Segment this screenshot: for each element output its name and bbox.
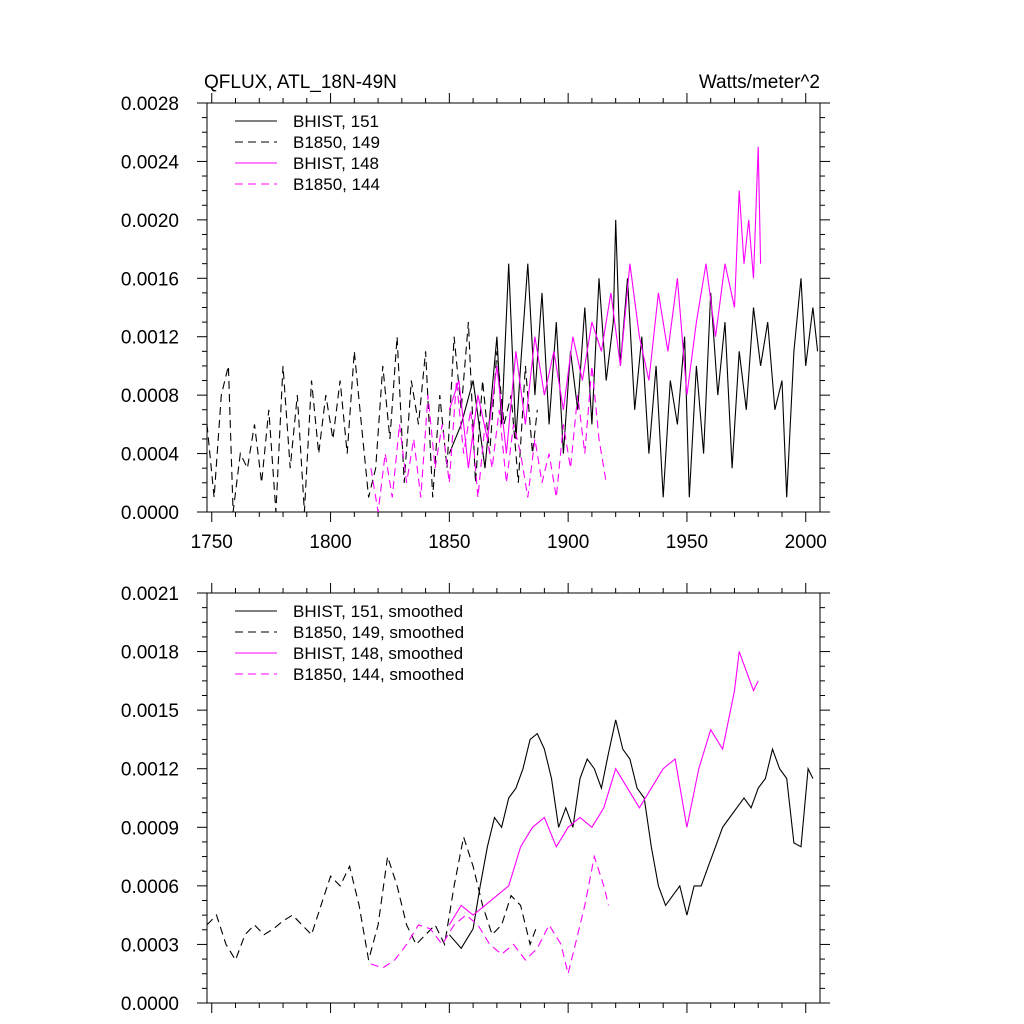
top-chart-units: Watts/meter^2 — [699, 72, 820, 93]
top-y-tick-label: 0.0004 — [121, 445, 180, 466]
bottom-legend-label-4: B1850, 144, smoothed — [293, 665, 464, 684]
bottom-legend-label-3: BHIST, 148, smoothed — [293, 644, 463, 663]
top-y-tick-label: 0.0028 — [121, 94, 179, 115]
top-legend-label-4: B1850, 144 — [293, 175, 380, 194]
bottom-plot: 0.0000 0.0003 0.0006 0.0009 0.0012 0.0015 0.00… — [121, 583, 830, 1015]
top-y-tick-label: 0.0000 — [121, 503, 179, 524]
top-x-tick-label: 1900 — [547, 532, 589, 553]
bottom-series-3-line — [448, 651, 759, 926]
top-series-4-line — [370, 365, 607, 512]
top-legend-label-3: BHIST, 148 — [293, 154, 379, 173]
bottom-y-tick-label: 0.0021 — [121, 584, 179, 605]
top-y-tick-label: 0.0012 — [121, 328, 179, 349]
bottom-series-4-line — [370, 854, 610, 974]
bottom-y-tick-label: 0.0003 — [121, 935, 179, 956]
bottom-y-tick-label: 0.0000 — [121, 994, 179, 1015]
top-series-3-line — [448, 146, 762, 469]
top-chart-title: QFLUX, ATL_18N-49N — [204, 72, 397, 93]
bottom-legend-label-1: BHIST, 151, smoothed — [293, 602, 463, 621]
top-legend-label-2: B1850, 149 — [293, 133, 380, 152]
bottom-y-tick-label: 0.0006 — [121, 877, 179, 898]
bottom-y-tick-label: 0.0012 — [121, 760, 179, 781]
top-y-tick-label: 0.0020 — [121, 211, 179, 232]
bottom-legend-label-2: B1850, 149, smoothed — [293, 623, 464, 642]
top-legend-label-1: BHIST, 151 — [293, 112, 379, 131]
top-x-tick-label: 1850 — [428, 532, 470, 553]
top-x-tick-label: 1800 — [309, 532, 351, 553]
top-y-tick-label: 0.0008 — [121, 386, 179, 407]
bottom-y-tick-label: 0.0015 — [121, 701, 179, 722]
top-series-2-line — [207, 322, 538, 512]
top-plot: 1750 1800 1850 1900 1950 2000 0.0000 0.0004 0.00… — [121, 93, 830, 553]
top-y-tick-label: 0.0016 — [121, 269, 179, 290]
top-y-tick-label: 0.0024 — [121, 152, 180, 173]
top-x-tick-label: 1950 — [666, 532, 708, 553]
bottom-y-tick-label: 0.0018 — [121, 643, 179, 664]
top-x-tick-label: 1750 — [191, 532, 233, 553]
bottom-y-tick-label: 0.0009 — [121, 818, 179, 839]
top-x-tick-label: 2000 — [785, 532, 827, 553]
bottom-series-1-line — [448, 719, 814, 950]
top-series-1-line — [448, 219, 819, 498]
